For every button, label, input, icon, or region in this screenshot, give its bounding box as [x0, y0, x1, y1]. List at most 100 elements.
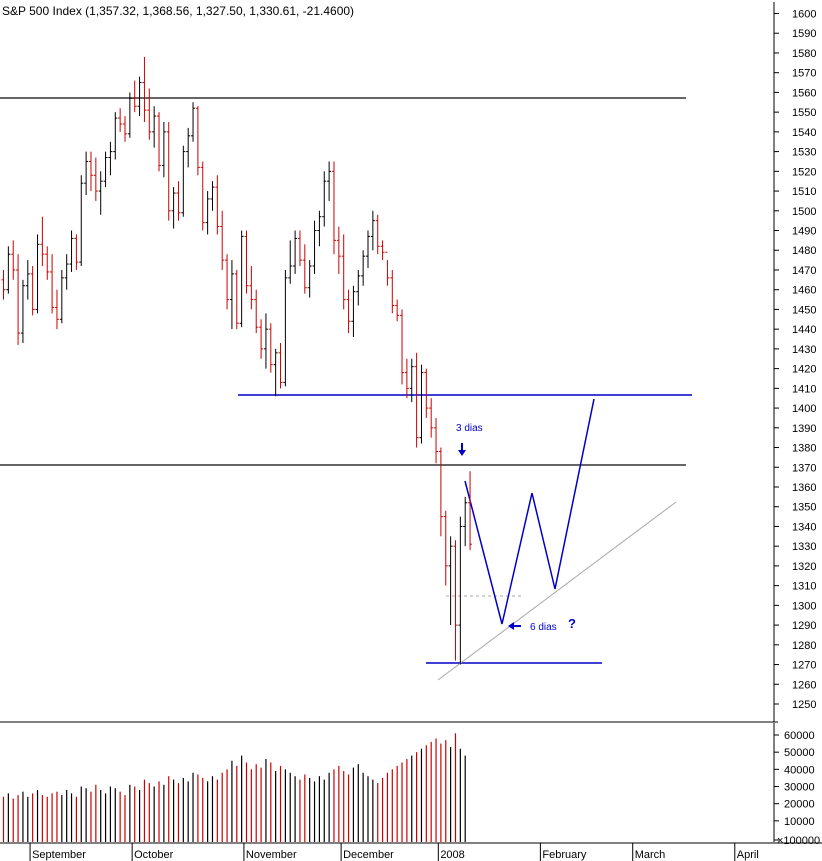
ohlc-bars	[1, 56, 473, 665]
price-axis-ticks: 1250 1260 1270 1280 1290 1300 1310 1320 1330 1340…	[774, 9, 816, 711]
ohlc-bar	[225, 254, 230, 310]
volume-tick-label: 60000	[784, 730, 815, 742]
ohlc-bar	[468, 471, 473, 551]
ohlc-bar	[327, 161, 332, 201]
trend-line	[437, 501, 677, 681]
volume-tick-label: ×100000	[777, 835, 820, 847]
ohlc-bar	[103, 151, 108, 188]
month-label: April	[737, 849, 759, 861]
price-tick-label: 1390	[792, 423, 816, 435]
ohlc-bar	[50, 254, 55, 314]
ohlc-bar	[171, 187, 176, 229]
ohlc-bar	[200, 161, 205, 231]
annotation-question-mark: ?	[568, 616, 576, 631]
ohlc-bar	[20, 279, 25, 343]
ohlc-bar	[1, 269, 6, 300]
ohlc-bar	[356, 269, 361, 306]
annotation-3-dias: 3 dias	[456, 423, 483, 434]
ohlc-bar	[419, 364, 424, 444]
ohlc-bar	[463, 496, 468, 547]
price-tick-label: 1270	[792, 660, 816, 672]
ohlc-bar	[30, 266, 35, 316]
price-tick-label: 1250	[792, 699, 816, 711]
ohlc-bar	[166, 122, 171, 221]
ohlc-bar	[254, 289, 259, 334]
ohlc-bar	[210, 181, 215, 211]
ohlc-bar	[220, 210, 225, 270]
ohlc-bar	[181, 145, 186, 217]
month-label: December	[343, 849, 394, 861]
ohlc-bar	[191, 102, 196, 142]
ohlc-bar	[16, 254, 21, 345]
ohlc-bar	[434, 417, 439, 464]
ohlc-bar	[293, 230, 298, 274]
ohlc-bar	[195, 106, 200, 176]
ohlc-bar	[84, 151, 89, 196]
price-tick-label: 1450	[792, 304, 816, 316]
arrow-left-icon	[508, 622, 521, 630]
ohlc-bar	[336, 226, 341, 274]
ohlc-bar	[147, 88, 152, 140]
ohlc-bar	[59, 269, 64, 324]
ohlc-bar	[273, 348, 278, 397]
arrow-down-icon	[458, 443, 466, 456]
price-tick-label: 1500	[792, 206, 816, 218]
price-tick-label: 1600	[792, 9, 816, 21]
ohlc-bar	[322, 171, 327, 227]
ohlc-bar	[448, 536, 453, 626]
ohlc-bar	[40, 216, 45, 267]
ohlc-bar	[142, 56, 147, 123]
ohlc-bar	[283, 269, 288, 387]
ohlc-bar	[152, 106, 157, 148]
volume-axis-ticks: ×100000 10000 20000 30000 40000 50000 60000	[774, 730, 820, 847]
price-tick-label: 1400	[792, 403, 816, 415]
ohlc-bar	[409, 358, 414, 403]
ohlc-bar	[366, 230, 370, 268]
ohlc-bar	[395, 299, 400, 322]
price-tick-label: 1530	[792, 147, 816, 159]
price-tick-label: 1430	[792, 344, 816, 356]
price-tick-label: 1300	[792, 600, 816, 612]
volume-bars	[2, 733, 466, 842]
price-tick-label: 1310	[792, 581, 816, 593]
price-tick-label: 1470	[792, 265, 816, 277]
price-tick-label: 1340	[792, 521, 816, 533]
price-tick-label: 1280	[792, 640, 816, 652]
ohlc-bar	[74, 234, 79, 270]
ohlc-bar	[268, 323, 273, 373]
ohlc-bar	[297, 230, 302, 267]
price-tick-label: 1480	[792, 245, 816, 257]
ohlc-bar	[45, 246, 50, 280]
ohlc-bar	[375, 214, 380, 255]
ohlc-bar	[215, 175, 220, 235]
ohlc-bar	[88, 151, 93, 192]
price-tick-label: 1290	[792, 620, 816, 632]
price-tick-label: 1550	[792, 107, 816, 119]
price-tick-label: 1360	[792, 482, 816, 494]
ohlc-bar	[25, 260, 30, 300]
ohlc-bar	[259, 319, 264, 359]
ohlc-bar	[307, 260, 312, 298]
ohlc-bar	[11, 240, 16, 280]
ohlc-bar	[263, 313, 268, 369]
ohlc-bar	[438, 447, 443, 537]
ohlc-bar	[98, 171, 103, 215]
ohlc-bar	[69, 230, 74, 272]
month-label: November	[246, 849, 297, 861]
month-label: March	[635, 849, 666, 861]
ohlc-bar	[380, 240, 385, 261]
volume-tick-label: 50000	[784, 747, 815, 759]
ohlc-bar	[458, 516, 463, 665]
ohlc-bar	[54, 289, 59, 330]
projected-path	[464, 398, 595, 625]
price-tick-label: 1440	[792, 324, 816, 336]
ohlc-bar	[288, 240, 293, 284]
chart-title: S&P 500 Index (1,357.32, 1,368.56, 1,327…	[2, 4, 354, 18]
price-tick-label: 1320	[792, 561, 816, 573]
ohlc-bar	[312, 220, 317, 274]
ohlc-bar	[400, 309, 405, 385]
annotation-6-dias: 6 dias	[530, 622, 557, 633]
month-label: February	[542, 849, 587, 861]
ohlc-bar	[370, 210, 375, 251]
